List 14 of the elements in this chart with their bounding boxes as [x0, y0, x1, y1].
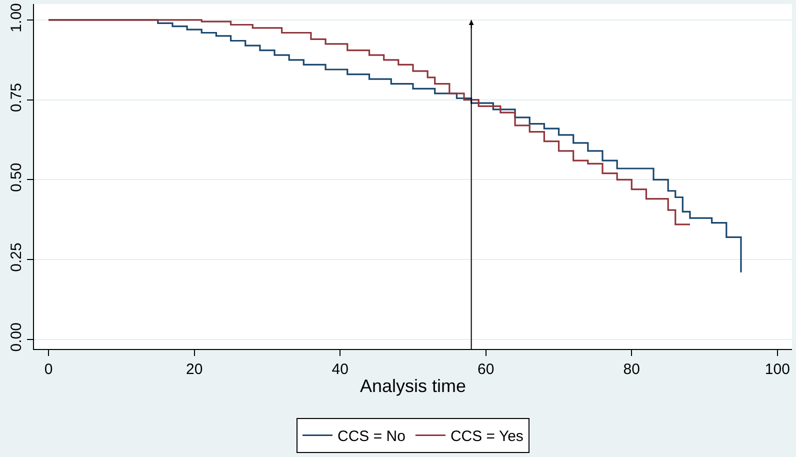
x-tick-label: 20: [186, 361, 203, 378]
x-tick-label: 40: [332, 361, 348, 378]
y-tick-label: 0.00: [8, 322, 25, 352]
y-tick-label: 0.50: [8, 162, 25, 192]
x-tick-label: 60: [478, 361, 494, 378]
x-tick-label: 80: [623, 361, 640, 378]
y-tick-label: 0.75: [8, 82, 25, 112]
legend-label: CCS = Yes: [450, 428, 524, 446]
x-tick-label: 0: [44, 361, 53, 378]
x-axis-title: Analysis time: [360, 376, 466, 396]
y-tick-label: 1.00: [8, 3, 25, 32]
x-tick-label: 100: [764, 361, 790, 378]
y-tick-label: 0.25: [8, 242, 25, 272]
legend-label: CCS = No: [338, 428, 406, 446]
